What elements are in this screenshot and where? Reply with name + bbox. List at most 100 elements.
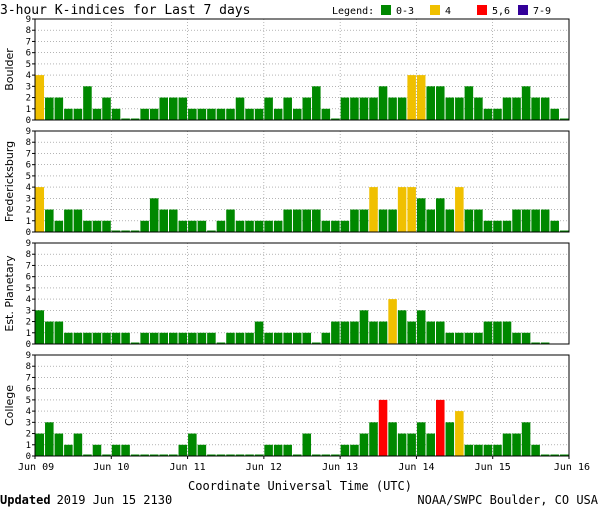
- y-tick-label: 2: [26, 94, 31, 104]
- bar: [216, 220, 226, 232]
- bar: [531, 209, 540, 232]
- y-tick-label: 7: [26, 261, 31, 271]
- bar: [436, 399, 445, 456]
- bar: [521, 209, 531, 232]
- bar: [464, 86, 474, 120]
- bar: [331, 321, 340, 344]
- bar: [559, 118, 569, 120]
- bar: [455, 187, 464, 232]
- bar: [493, 444, 502, 456]
- bar: [140, 108, 149, 120]
- bar: [512, 332, 521, 344]
- y-tick-label: 2: [26, 430, 31, 440]
- y-tick-label: 1: [26, 105, 31, 115]
- bar: [455, 332, 464, 344]
- bar: [321, 108, 331, 120]
- bar: [397, 310, 407, 344]
- bar: [121, 118, 130, 120]
- footer-updated: Updated 2019 Jun 15 2130: [0, 493, 172, 507]
- bar: [283, 332, 292, 344]
- bar: [273, 108, 283, 120]
- x-tick-label: Jun 12: [246, 462, 282, 473]
- bar: [140, 220, 149, 232]
- bar: [73, 332, 83, 344]
- legend-label: Legend:: [332, 6, 374, 17]
- bar: [207, 230, 216, 232]
- y-tick-label: 6: [26, 273, 31, 283]
- bar: [474, 444, 483, 456]
- bar: [264, 97, 273, 120]
- bar: [149, 198, 159, 232]
- bar: [64, 332, 73, 344]
- bar: [73, 433, 83, 456]
- bar: [397, 433, 407, 456]
- y-tick-label: 6: [26, 385, 31, 395]
- bar: [245, 108, 254, 120]
- bar: [340, 97, 350, 120]
- bar: [159, 454, 168, 456]
- x-axis: Jun 09 Jun 10 Jun 11 Jun 12 Jun 13 Jun 14 Jun …: [18, 456, 590, 473]
- bar: [302, 433, 312, 456]
- bar: [45, 209, 54, 232]
- bar: [188, 108, 197, 120]
- bar: [73, 209, 83, 232]
- bar: [321, 454, 331, 456]
- bar: [149, 454, 159, 456]
- bar: [540, 97, 550, 120]
- bar: [188, 332, 197, 344]
- bar: [359, 310, 369, 344]
- bar: [331, 220, 340, 232]
- bar: [445, 332, 455, 344]
- bar: [350, 97, 359, 120]
- chart-legend: Legend: 0-3 4 5,6 7-9: [332, 5, 551, 17]
- bar: [273, 332, 283, 344]
- bar: [188, 220, 197, 232]
- bar: [197, 220, 207, 232]
- bar: [102, 454, 111, 456]
- chart-title: 3-hour K-indices for Last 7 days: [0, 3, 250, 18]
- bar: [283, 97, 292, 120]
- bar: [292, 454, 302, 456]
- bar: [407, 187, 416, 232]
- bar: [474, 332, 483, 344]
- bar: [321, 332, 331, 344]
- panel-frame: [34, 130, 570, 233]
- bar: [283, 209, 292, 232]
- bar: [140, 454, 149, 456]
- bar: [378, 209, 388, 232]
- bar: [264, 220, 273, 232]
- bar: [550, 220, 559, 232]
- panel-frame: [34, 18, 570, 121]
- bar: [502, 97, 512, 120]
- bar: [397, 97, 407, 120]
- bar: [169, 209, 178, 232]
- x-tick-label: Jun 16: [554, 462, 590, 473]
- x-tick-label: Jun 10: [93, 462, 129, 473]
- panel-label-3: College: [3, 385, 16, 426]
- bar: [197, 444, 207, 456]
- x-tick-label: Jun 09: [18, 462, 54, 473]
- bar: [483, 321, 493, 344]
- bar: [235, 454, 245, 456]
- bar: [54, 220, 64, 232]
- bar: [378, 86, 388, 120]
- bar: [92, 444, 102, 456]
- legend-entry-0: 0-3: [396, 6, 414, 17]
- bar: [254, 108, 264, 120]
- bar: [369, 187, 378, 232]
- y-tick-label: 3: [26, 194, 31, 204]
- bar: [302, 209, 312, 232]
- bar: [226, 209, 235, 232]
- bar: [445, 422, 455, 456]
- bar: [407, 321, 416, 344]
- bar: [445, 97, 455, 120]
- bar: [245, 454, 254, 456]
- bar: [197, 332, 207, 344]
- legend-swatch-2: [477, 5, 487, 15]
- bar: [83, 86, 92, 120]
- bar: [540, 209, 550, 232]
- bar: [340, 220, 350, 232]
- bar: [388, 97, 397, 120]
- bar: [216, 454, 226, 456]
